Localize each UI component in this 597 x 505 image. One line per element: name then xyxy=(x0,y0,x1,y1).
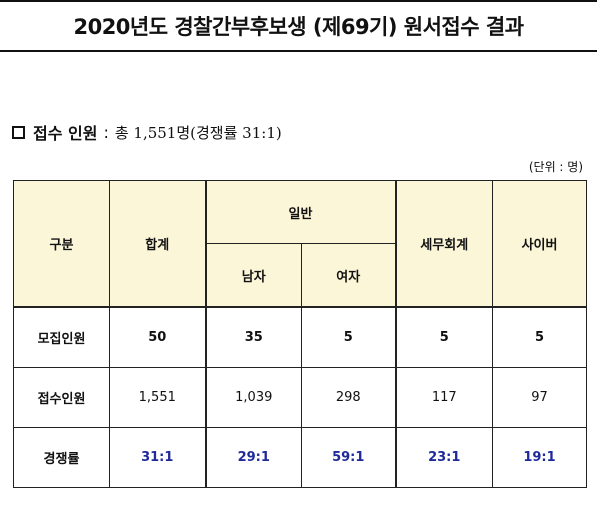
header-male: 남자 xyxy=(204,243,302,308)
table-row: 경쟁률 31:1 29:1 59:1 23:1 19:1 xyxy=(13,427,588,488)
summary-value: 총 1,551명(경쟁률 31:1) xyxy=(114,123,282,142)
cell-total: 50 xyxy=(109,306,206,368)
summary-line: 접수 인원 : 총 1,551명(경쟁률 31:1) xyxy=(12,120,282,144)
header-tax-accounting: 세무회계 xyxy=(394,180,494,308)
header-female: 여자 xyxy=(300,243,397,308)
result-table: 구분 합계 일반 세무회계 사이버 남자 여자 모집인원 50 35 5 5 5… xyxy=(13,180,588,488)
cell-male: 1,039 xyxy=(204,367,302,428)
table-row: 접수인원 1,551 1,039 298 117 97 xyxy=(13,367,588,428)
cell-cyber: 19:1 xyxy=(492,427,588,488)
checkbox-icon xyxy=(12,125,25,139)
cell-tax-accounting: 23:1 xyxy=(394,427,494,488)
row-label: 모집인원 xyxy=(13,306,110,368)
cell-tax-accounting: 117 xyxy=(394,367,494,428)
cell-total: 1,551 xyxy=(109,367,206,428)
cell-female: 5 xyxy=(300,306,397,368)
page-title: 2020년도 경찰간부후보생 (제69기) 원서접수 결과 xyxy=(0,0,597,52)
summary-label: 접수 인원 xyxy=(33,124,98,143)
cell-cyber: 97 xyxy=(492,367,588,428)
summary-separator: : xyxy=(103,122,109,142)
table-subheader-row: 남자 여자 xyxy=(14,243,587,308)
unit-note: (단위 : 명) xyxy=(528,160,583,174)
header-total: 합계 xyxy=(109,180,206,308)
header-category: 구분 xyxy=(13,180,110,308)
table-row: 모집인원 50 35 5 5 5 xyxy=(13,306,588,368)
cell-male: 35 xyxy=(204,306,302,368)
cell-male: 29:1 xyxy=(204,427,302,488)
cell-total: 31:1 xyxy=(109,427,206,488)
cell-female: 298 xyxy=(300,367,397,428)
row-label: 접수인원 xyxy=(13,367,110,428)
cell-cyber: 5 xyxy=(492,306,588,368)
row-label: 경쟁률 xyxy=(13,427,110,488)
table-header-row: 구분 합계 일반 세무회계 사이버 xyxy=(13,180,588,308)
header-cyber: 사이버 xyxy=(492,180,588,308)
cell-female: 59:1 xyxy=(300,427,397,488)
cell-tax-accounting: 5 xyxy=(394,306,494,368)
header-general: 일반 xyxy=(204,180,397,244)
